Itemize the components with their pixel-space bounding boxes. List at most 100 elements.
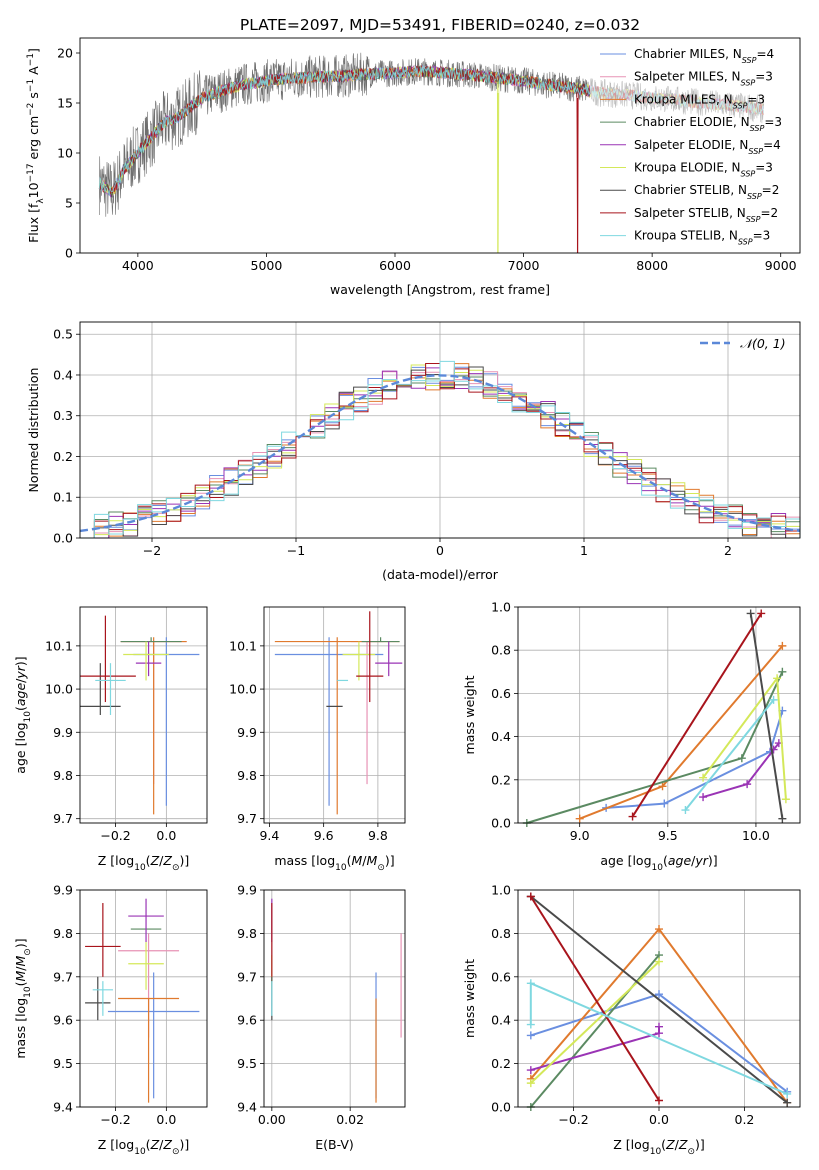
weight-series-line — [526, 671, 784, 824]
weight-series-line — [606, 710, 784, 809]
weight-series-line — [631, 612, 763, 818]
x-tick-label: 0.00 — [258, 1112, 286, 1127]
y-tick-label: 9.9 — [237, 725, 257, 740]
weight-point-marker — [783, 1098, 792, 1107]
y-tick-label: 9.7 — [53, 811, 73, 826]
weight-point-marker — [526, 1079, 535, 1088]
y-axis-label: Normed distribution — [26, 368, 41, 493]
y-tick-label: 0.0 — [53, 531, 73, 546]
figure-title: PLATE=2097, MJD=53491, FIBERID=0240, z=0… — [240, 16, 640, 34]
weight-series-line — [702, 742, 780, 799]
y-axis-label: age [log10(age/yr)] — [13, 656, 33, 773]
y-tick-label: 9.5 — [53, 1056, 73, 1071]
weight-point-marker — [658, 782, 667, 791]
x-axis-label: mass [log10(M/M⊙)] — [274, 853, 394, 873]
weight-point-marker — [575, 814, 584, 823]
spectrum-panel: 4000 5000 6000 7000 8000 9000 0 5 10 15 20 Chabrier… — [26, 37, 801, 297]
axes-frame — [79, 37, 801, 254]
y-tick-label: 9.9 — [53, 883, 73, 898]
weight-point-marker — [737, 754, 746, 763]
y-tick-label: 0.0 — [491, 816, 511, 831]
x-tick-label: −0.2 — [558, 1112, 588, 1127]
x-tick-label: 9.4 — [259, 828, 279, 843]
weight-point-marker — [781, 795, 790, 804]
y-tick-label: 9.5 — [237, 1056, 257, 1071]
weight-point-marker — [769, 695, 778, 704]
axes-frame — [79, 321, 801, 539]
y-tick-label: 1.0 — [491, 600, 511, 615]
y-tick-label: 0.1 — [53, 490, 73, 505]
y-tick-label: 0.2 — [491, 772, 511, 787]
y-tick-label: 0.0 — [491, 1100, 511, 1115]
weight-vs-age-panel: 9.0 9.5 10.0 0.0 0.2 0.4 0.6 0.8 1.0 age [log10(a… — [462, 600, 801, 873]
y-axis-label: Flux [fλ10−17 erg cm−2 s−1 A−1] — [26, 48, 46, 243]
weight-point-marker — [746, 609, 755, 618]
y-tick-label: 0.3 — [53, 408, 73, 423]
y-tick-label: 0.4 — [491, 729, 511, 744]
axes-frame — [79, 889, 208, 1108]
weight-point-marker — [526, 1066, 535, 1075]
axes-frame — [263, 889, 406, 1108]
legend-label: Kroupa STELIB, NSSP=3 — [634, 229, 770, 247]
legend-label: Chabrier STELIB, NSSP=2 — [634, 183, 779, 201]
legend-label: 𝒩(0, 1) — [740, 336, 786, 351]
histogram-series — [80, 360, 801, 539]
x-tick-label: 4000 — [122, 258, 154, 273]
y-tick-label: 0.6 — [491, 969, 511, 984]
x-tick-label: 0.0 — [649, 1112, 669, 1127]
y-axis-label: mass weight — [462, 675, 477, 754]
y-tick-label: 20 — [57, 46, 73, 61]
weight-point-marker — [655, 957, 663, 966]
x-tick-label: 9.0 — [570, 828, 590, 843]
y-tick-label: 9.7 — [237, 969, 257, 984]
x-axis-label: (data-model)/error — [382, 567, 499, 582]
y-tick-label: 5 — [65, 196, 73, 211]
y-tick-label: 9.7 — [53, 969, 73, 984]
weight-series-line — [530, 954, 660, 1108]
y-tick-label: 0.4 — [53, 367, 73, 382]
y-tick-label: 0.5 — [53, 327, 73, 342]
axes-frame — [517, 606, 801, 824]
weight-point-marker — [655, 1022, 663, 1031]
weight-point-marker — [655, 925, 663, 934]
x-tick-label: 7000 — [508, 258, 540, 273]
weight-point-marker — [778, 814, 787, 823]
x-axis-label: E(B-V) — [315, 1137, 354, 1152]
x-axis-label: Z [log10(Z/Z⊙)] — [98, 1137, 190, 1157]
legend-label: Kroupa ELODIE, NSSP=3 — [634, 161, 773, 179]
weight-point-marker — [526, 892, 535, 901]
y-tick-label: 9.4 — [53, 1100, 73, 1115]
weight-series-line — [579, 645, 784, 820]
errorbar-group — [271, 898, 402, 1103]
age-vs-mass-panel: 9.4 9.6 9.8 9.7 9.8 9.9 10.0 10.1 mass [log10(M/… — [229, 606, 406, 873]
y-tick-label: 9.7 — [237, 811, 257, 826]
errorbar-group — [80, 615, 200, 815]
weight-point-marker — [773, 674, 782, 683]
x-axis-label: Z [log10(Z/Z⊙)] — [98, 853, 190, 873]
x-tick-label: 2 — [724, 543, 732, 558]
y-axis-label: mass [log10(M/M⊙)] — [13, 938, 33, 1058]
x-tick-label: 0.02 — [336, 1112, 364, 1127]
x-tick-label: 0.2 — [735, 1112, 755, 1127]
y-tick-label: 1.0 — [491, 883, 511, 898]
weight-point-marker — [699, 773, 708, 782]
mass-vs-extinction-panel: 0.00 0.02 9.4 9.5 9.6 9.7 9.8 9.9 E(B-V) — [237, 883, 406, 1152]
x-tick-label: 9000 — [765, 258, 797, 273]
errorbar-group — [274, 611, 403, 815]
y-tick-label: 9.8 — [237, 926, 257, 941]
weight-series-line — [530, 895, 788, 1104]
x-tick-label: 9.6 — [314, 828, 334, 843]
normal-reference-curve — [79, 374, 801, 533]
x-tick-label: 5000 — [251, 258, 283, 273]
x-tick-label: −1 — [287, 543, 305, 558]
y-tick-label: 9.4 — [237, 1100, 257, 1115]
x-tick-label: 9.8 — [368, 828, 388, 843]
y-tick-label: 15 — [57, 96, 73, 111]
weight-point-marker — [778, 641, 787, 650]
y-tick-label: 10.1 — [45, 638, 73, 653]
weight-point-marker — [783, 1089, 792, 1098]
y-tick-label: 0.4 — [491, 1013, 511, 1028]
legend-label: Chabrier MILES, NSSP=4 — [634, 47, 774, 65]
weight-point-marker — [526, 1020, 535, 1029]
